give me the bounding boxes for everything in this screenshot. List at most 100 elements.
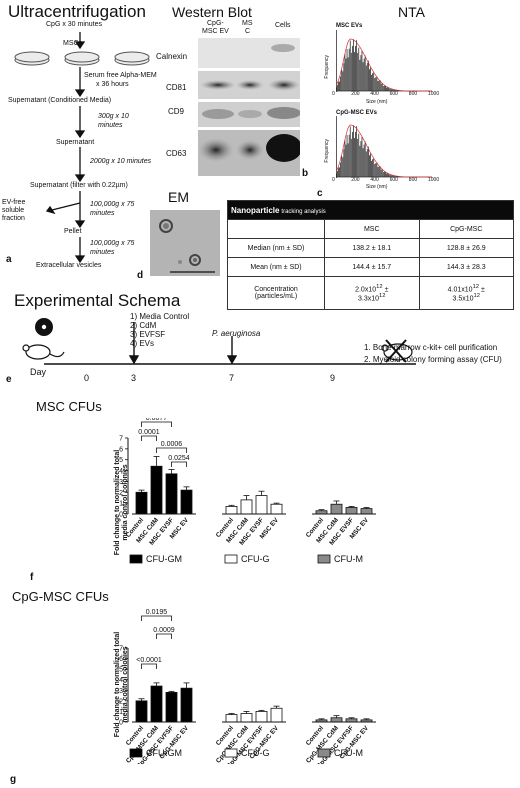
hist-bar: [387, 87, 388, 91]
treatment-4: 4) EVs: [130, 339, 155, 348]
hist-bar: [344, 139, 346, 177]
hist-bar: [364, 141, 366, 177]
hist-bar: [365, 151, 367, 177]
hist-bar: [366, 148, 368, 177]
legend-swatch: [224, 554, 238, 564]
hist-bar: [346, 49, 348, 91]
radiation-icon: [35, 318, 53, 336]
y-tick-label: 4: [119, 468, 123, 475]
y-tick-label: 6: [119, 656, 123, 663]
hist-bar: [354, 52, 355, 91]
step-supernatant-cm: Supernatant (Conditioned Media): [8, 97, 112, 104]
hist-bar: [384, 171, 385, 177]
legend-label: CFU-M: [334, 554, 363, 564]
table-row: Mean (nm ± SD) 144.4 ± 15.7 144.3 ± 28.3: [227, 257, 514, 277]
p-value-label: 0.0077: [146, 418, 168, 422]
panel-a-flow-diagram: [14, 32, 150, 264]
conc-msc-exp: 12: [376, 283, 383, 290]
hist-tick-label: 1000: [428, 177, 440, 183]
treatment-2: 2) CdM: [130, 321, 157, 330]
hist-bar: [373, 158, 375, 177]
step-spin-4: 100,000g x 75: [90, 240, 135, 247]
legend-label: CFU-M: [334, 748, 363, 758]
hist-tick-label: 600: [389, 91, 398, 97]
hist-bar: [389, 88, 391, 91]
panel-g-letter: g: [10, 774, 17, 785]
hist-bar: [348, 48, 350, 91]
western-blot-image: [198, 38, 300, 176]
hist-bar: [392, 89, 394, 91]
hist-bar: [339, 81, 340, 91]
hist-bar: [393, 175, 395, 177]
hist-fit-curve: [336, 124, 431, 178]
hist-bar: [391, 88, 393, 91]
hist-bar: [397, 176, 399, 177]
hist-bar: [336, 87, 337, 91]
bar: [255, 711, 268, 723]
panel-f-letter: f: [30, 572, 34, 583]
hist-bar: [362, 62, 364, 91]
blot-col-2b: C: [245, 28, 251, 35]
hist-bar: [372, 159, 374, 177]
panel-c-title: NTA: [398, 4, 425, 20]
hist-bar: [350, 52, 352, 91]
panel-e-letter: e: [6, 374, 12, 385]
step-mscs: MSCs: [63, 40, 83, 47]
p-value-label: <0.0001: [136, 657, 162, 664]
hist-bar: [369, 155, 370, 177]
mouse-icon: [22, 344, 65, 360]
hist-bar: [360, 55, 362, 91]
timeline-day-label: Day: [30, 367, 47, 377]
hist-bar: [339, 167, 340, 177]
hist-1-xlabel: Size (nm): [366, 99, 388, 105]
panel-b-letter: b: [302, 168, 309, 179]
hist-bar: [361, 136, 363, 177]
panel-d-letter: d: [137, 270, 144, 281]
hist-bar: [390, 174, 392, 177]
hist-bar: [377, 167, 379, 177]
hist-bar: [344, 53, 346, 91]
hist-tick-label: 0: [332, 91, 335, 97]
conc-label: Concentration: [254, 286, 298, 293]
hist-bar: [356, 126, 358, 177]
table-header-row: Nanoparticle tracking analysis: [227, 200, 514, 220]
legend-label: CFU-GM: [146, 748, 182, 758]
hist-bar: [362, 148, 364, 177]
hist-bar: [374, 164, 376, 177]
bar: [165, 692, 178, 723]
nta-histogram-cpg-msc: [336, 116, 432, 178]
hist-bar: [378, 80, 380, 91]
y-tick-label: 4: [119, 677, 123, 684]
conc-label-2: (particles/mL): [254, 293, 298, 300]
hist-bar: [352, 45, 353, 91]
hist-bar: [342, 71, 344, 91]
table-cell: 4.01x1012 ±3.5x1012: [418, 276, 514, 310]
hist-1-ylabel: Frequency: [324, 54, 331, 79]
hist-bar: [379, 166, 381, 177]
hist-bar: [391, 174, 393, 177]
legend-label: CFU-G: [241, 748, 270, 758]
table-row: MSC CpG-MSC: [227, 219, 514, 239]
y-tick-label: 1: [119, 501, 123, 508]
step-serum-2: x 36 hours: [96, 81, 129, 88]
table-row-median: Median (nm ± SD): [227, 238, 325, 258]
hist-bar: [355, 45, 356, 91]
hist-bar: [341, 69, 343, 91]
hist-bar: [372, 73, 374, 91]
hist-bar: [337, 84, 338, 91]
nta-summary-table: Nanoparticle tracking analysis MSC CpG-M…: [227, 200, 514, 310]
hist-bar: [381, 83, 383, 91]
hist-bar: [349, 126, 351, 177]
panel-b-title: Western Blot: [172, 4, 252, 20]
em-micrograph: [150, 210, 220, 276]
step-spin-4b: minutes: [90, 249, 115, 256]
bar: [345, 507, 358, 515]
table-cell: 128.8 ± 26.9: [418, 238, 514, 258]
conc-msc-pm: ±: [384, 286, 389, 293]
pathogen-label: P. aeruginosa: [212, 329, 261, 338]
step-pellet: Pellet: [64, 228, 82, 235]
hist-bar: [340, 162, 342, 177]
y-tick-label: 0: [119, 720, 123, 727]
hist-bar: [343, 63, 345, 91]
legend-swatch: [129, 554, 143, 564]
